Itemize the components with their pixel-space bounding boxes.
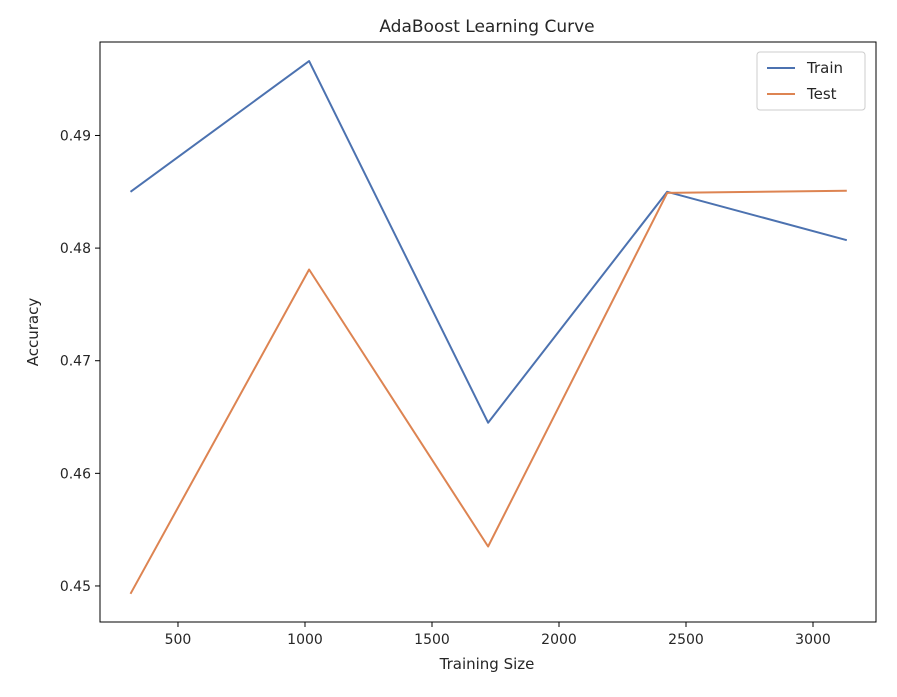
plot-frame <box>99 41 877 623</box>
legend-label-test: Test <box>806 85 837 103</box>
x-tick-label: 500 <box>165 632 192 648</box>
y-tick-label: 0.49 <box>60 128 91 144</box>
x-tick-label: 3000 <box>795 632 831 648</box>
y-tick-label: 0.47 <box>60 354 91 370</box>
y-axis-label: Accuracy <box>24 298 42 367</box>
legend-box <box>756 51 866 111</box>
x-tick-label: 1500 <box>414 632 450 648</box>
x-axis-label: Training Size <box>439 655 535 673</box>
chart-title: AdaBoost Learning Curve <box>379 17 594 37</box>
series-line-test <box>129 189 847 595</box>
x-tick-label: 2500 <box>668 632 704 648</box>
x-tick-label: 1000 <box>287 632 323 648</box>
plot-area <box>99 41 877 623</box>
x-tick-label: 2000 <box>541 632 577 648</box>
legend-label-train: Train <box>806 59 843 77</box>
y-tick-label: 0.46 <box>60 466 91 482</box>
y-tick-label: 0.45 <box>60 579 91 595</box>
series-lines <box>129 60 848 595</box>
x-axis: 500 1000 1500 2000 2500 3000 <box>165 622 831 648</box>
legend: Train Test <box>756 51 866 111</box>
y-tick-label: 0.48 <box>60 241 91 257</box>
y-axis: 0.45 0.46 0.47 0.48 0.49 <box>60 128 100 595</box>
series-line-train <box>129 60 848 424</box>
